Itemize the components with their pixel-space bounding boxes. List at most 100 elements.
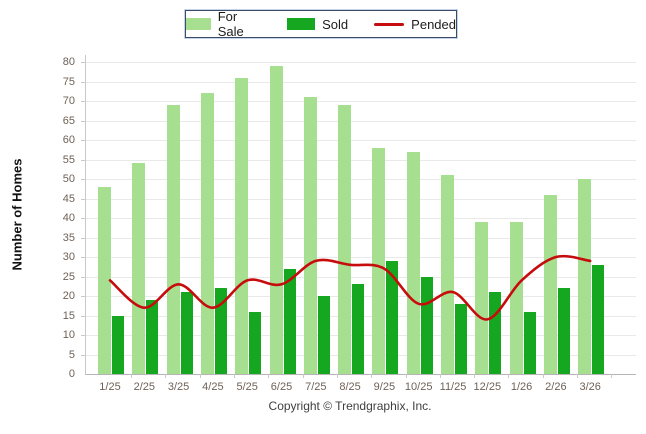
bar-sold-8/25 xyxy=(352,284,365,374)
legend-item-for-sale: For Sale xyxy=(186,9,261,39)
y-tick-label: 10 xyxy=(62,329,75,341)
x-tick-label-6/25: 6/25 xyxy=(270,381,293,393)
bar-for-sale-1/25 xyxy=(98,186,111,374)
y-axis-tick xyxy=(81,140,85,141)
x-tick-label-1/25: 1/25 xyxy=(99,381,121,393)
bar-for-sale-4/25 xyxy=(200,93,214,374)
y-axis-tick xyxy=(81,198,85,200)
y-tick-label: 70 xyxy=(62,95,75,107)
y-tick-label: 55 xyxy=(62,153,75,166)
bar-sold-9/25 xyxy=(386,260,399,374)
bar-for-sale-3/25 xyxy=(166,104,180,374)
bar-sold-1/25 xyxy=(112,315,124,374)
y-tick-label: 75 xyxy=(62,75,75,88)
y-axis-tick xyxy=(81,81,85,83)
bar-for-sale-8/25 xyxy=(338,104,352,374)
bar-for-sale-10/25 xyxy=(406,151,420,374)
x-tick-label-11/25: 11/25 xyxy=(439,381,467,393)
copyright-text: Copyright © Trendgraphix, Inc. xyxy=(268,399,432,413)
y-tick-label: 15 xyxy=(62,309,75,322)
bar-sold-11/25 xyxy=(455,303,467,374)
y-axis-tick xyxy=(81,354,85,356)
y-tick-label: 45 xyxy=(62,192,75,205)
y-axis-tick xyxy=(81,218,85,219)
x-tick-label-3/26: 3/26 xyxy=(579,381,601,393)
y-axis-tick xyxy=(81,296,85,297)
bar-sold-3/26 xyxy=(592,264,605,374)
x-axis-tick xyxy=(131,374,133,378)
bar-sold-5/25 xyxy=(249,311,262,374)
legend-label-pended: Pended xyxy=(411,16,456,32)
bar-for-sale-11/25 xyxy=(441,175,454,374)
bar-for-sale-7/25 xyxy=(303,97,317,374)
x-tick-label-10/25: 10/25 xyxy=(404,381,433,393)
bar-for-sale-2/26 xyxy=(543,194,557,374)
y-axis-tick xyxy=(81,257,85,258)
grid-line xyxy=(86,179,636,180)
y-axis-tick xyxy=(81,315,85,317)
bar-sold-12/25 xyxy=(489,292,502,374)
grid-line xyxy=(86,140,636,141)
x-axis-tick xyxy=(234,374,236,378)
for-sale-swatch-icon xyxy=(186,18,211,30)
y-axis-tick xyxy=(81,159,85,161)
x-axis-tick xyxy=(474,374,476,378)
y-axis-tick xyxy=(81,179,85,180)
grid-line xyxy=(86,198,636,200)
grid-line xyxy=(86,101,636,102)
bar-for-sale-3/26 xyxy=(578,179,592,374)
bar-sold-4/25 xyxy=(214,288,227,374)
x-tick-label-1/26: 1/26 xyxy=(510,381,533,393)
y-tick-label: 30 xyxy=(62,251,75,263)
grid-line xyxy=(86,120,636,122)
x-tick-label-2/26: 2/26 xyxy=(545,381,567,393)
grid-line xyxy=(86,81,636,83)
y-tick-label: 25 xyxy=(62,270,75,283)
bar-sold-10/25 xyxy=(420,276,433,374)
legend-label-for-sale: For Sale xyxy=(217,9,244,39)
legend-item-pended: Pended xyxy=(374,17,456,32)
grid-line xyxy=(86,62,636,63)
bar-sold-3/25 xyxy=(180,292,193,374)
x-axis-tick xyxy=(199,374,201,378)
x-axis-tick xyxy=(371,374,373,378)
y-tick-label: 50 xyxy=(62,173,75,185)
bar-sold-2/25 xyxy=(146,299,159,374)
x-axis-tick xyxy=(165,374,167,378)
bar-for-sale-5/25 xyxy=(235,77,249,374)
grid-line xyxy=(86,218,636,219)
bar-sold-1/26 xyxy=(523,311,536,374)
y-axis-tick xyxy=(81,237,85,239)
y-axis-tick xyxy=(81,276,85,278)
y-axis-tick xyxy=(81,120,85,122)
grid-line xyxy=(86,237,636,239)
bar-sold-2/26 xyxy=(557,288,570,374)
bar-for-sale-9/25 xyxy=(372,147,386,374)
x-tick-label-5/25: 5/25 xyxy=(236,381,258,393)
pended-line-swatch-icon xyxy=(374,22,405,26)
y-axis-title: Number of Homes xyxy=(9,158,25,271)
chart-legend: For Sale Sold Pended xyxy=(185,9,457,39)
bar-for-sale-6/25 xyxy=(269,65,283,374)
x-tick-label-8/25: 8/25 xyxy=(339,381,361,393)
x-axis-tick xyxy=(405,374,407,378)
y-tick-label: 0 xyxy=(68,368,75,380)
x-tick-label-4/25: 4/25 xyxy=(202,381,224,393)
bar-sold-7/25 xyxy=(317,296,330,374)
y-tick-label: 20 xyxy=(62,290,75,302)
sold-swatch-icon xyxy=(287,18,316,30)
y-axis-tick xyxy=(81,335,85,336)
x-tick-label-7/25: 7/25 xyxy=(305,381,327,393)
x-axis-tick xyxy=(302,374,304,378)
x-axis-tick xyxy=(439,374,441,378)
x-tick-label-2/25: 2/25 xyxy=(133,381,155,393)
x-axis-tick xyxy=(336,374,338,378)
x-axis-tick xyxy=(268,374,270,378)
plot-area xyxy=(81,55,636,378)
x-axis-tick xyxy=(611,374,613,378)
y-tick-label: 60 xyxy=(62,134,75,146)
grid-line xyxy=(86,159,636,161)
y-tick-label: 65 xyxy=(62,114,75,127)
bar-for-sale-2/25 xyxy=(132,163,146,374)
